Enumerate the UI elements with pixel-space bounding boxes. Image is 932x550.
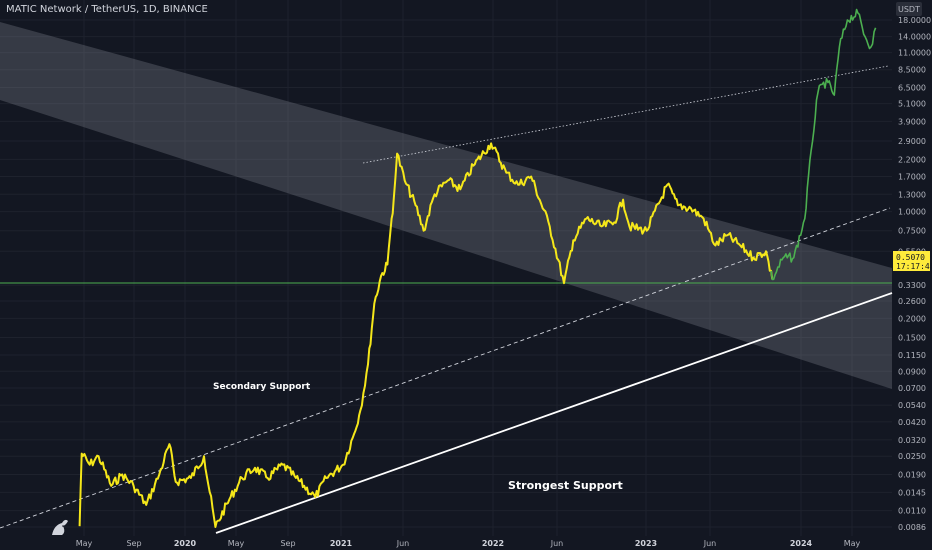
descending-channel [0,22,892,389]
y-tick-label: 11.0000 [898,49,931,58]
y-tick-label: 1.3000 [898,190,926,199]
x-tick-label: Sep [280,539,295,548]
x-tick-label: Sep [126,539,141,548]
x-tick-label: 2020 [174,539,197,548]
strongest-support-label: Strongest Support [508,479,623,492]
upper-resistance-line [362,65,889,164]
currency-badge[interactable] [896,2,922,16]
countdown-timer: 17:17:45 [896,262,932,271]
secondary-support-label: Secondary Support [213,382,311,392]
current-price-value: 0.5070 [896,253,925,262]
x-tick-label: Jun [550,539,564,548]
y-tick-label: 0.0320 [898,436,926,445]
y-tick-label: 0.0540 [898,401,926,410]
price-series-line-recent [770,8,877,281]
x-tick-label: Jun [396,539,410,548]
secondary-support-line [0,207,891,529]
y-tick-label: 8.5000 [898,66,926,75]
x-tick-label: 2021 [330,539,353,548]
y-tick-label: 3.9000 [898,117,926,126]
y-tick-label: 0.0420 [898,418,926,427]
strongest-support-line [215,292,893,534]
y-tick-label: 0.7500 [898,227,926,236]
y-tick-label: 0.0250 [898,452,926,461]
x-tick-label: Jun [703,539,717,548]
x-tick-label: 2024 [790,539,813,548]
chart-symbol-title: MATIC Network / TetherUS, 1D, BINANCE [6,4,208,15]
x-tick-label: 2022 [482,539,504,548]
price-axis-panel[interactable] [892,0,932,550]
y-tick-label: 2.2000 [898,155,926,164]
currency-label[interactable]: USDT [898,5,920,14]
y-tick-label: 1.7000 [898,172,926,181]
tradingview-logo-icon[interactable] [52,519,68,535]
grid-lines [0,0,892,536]
price-series-line [78,142,774,528]
y-tick-label: 0.0700 [898,384,926,393]
y-tick-label: 0.0900 [898,367,926,376]
x-axis-ticks: May Sep 2020 May Sep 2021 Jun 2022 Jun 2023 Jun 202… [76,539,861,548]
y-tick-label: 0.3300 [898,281,926,290]
y-tick-label: 0.0190 [898,470,926,479]
x-tick-label: May [76,539,93,548]
y-tick-label: 0.2000 [898,314,926,323]
x-tick-label: 2023 [635,539,657,548]
y-tick-label: 1.0000 [898,208,926,217]
y-tick-label: 0.1500 [898,333,926,342]
y-tick-label: 6.5000 [898,84,926,93]
current-price-tag: 0.5070 17:17:45 [893,251,932,271]
y-tick-label: 0.2600 [898,297,926,306]
y-tick-label: 0.0145 [898,488,926,497]
y-tick-label: 2.9000 [898,137,926,146]
y-tick-label: 0.0086 [898,523,926,532]
x-tick-label: May [844,539,861,548]
y-tick-label: 0.0110 [898,507,926,516]
x-tick-label: May [228,539,245,548]
y-tick-label: 14.0000 [898,33,931,42]
y-tick-label: 0.1150 [898,351,926,360]
y-tick-label: 18.0000 [898,16,931,25]
y-tick-label: 5.1000 [898,100,926,109]
